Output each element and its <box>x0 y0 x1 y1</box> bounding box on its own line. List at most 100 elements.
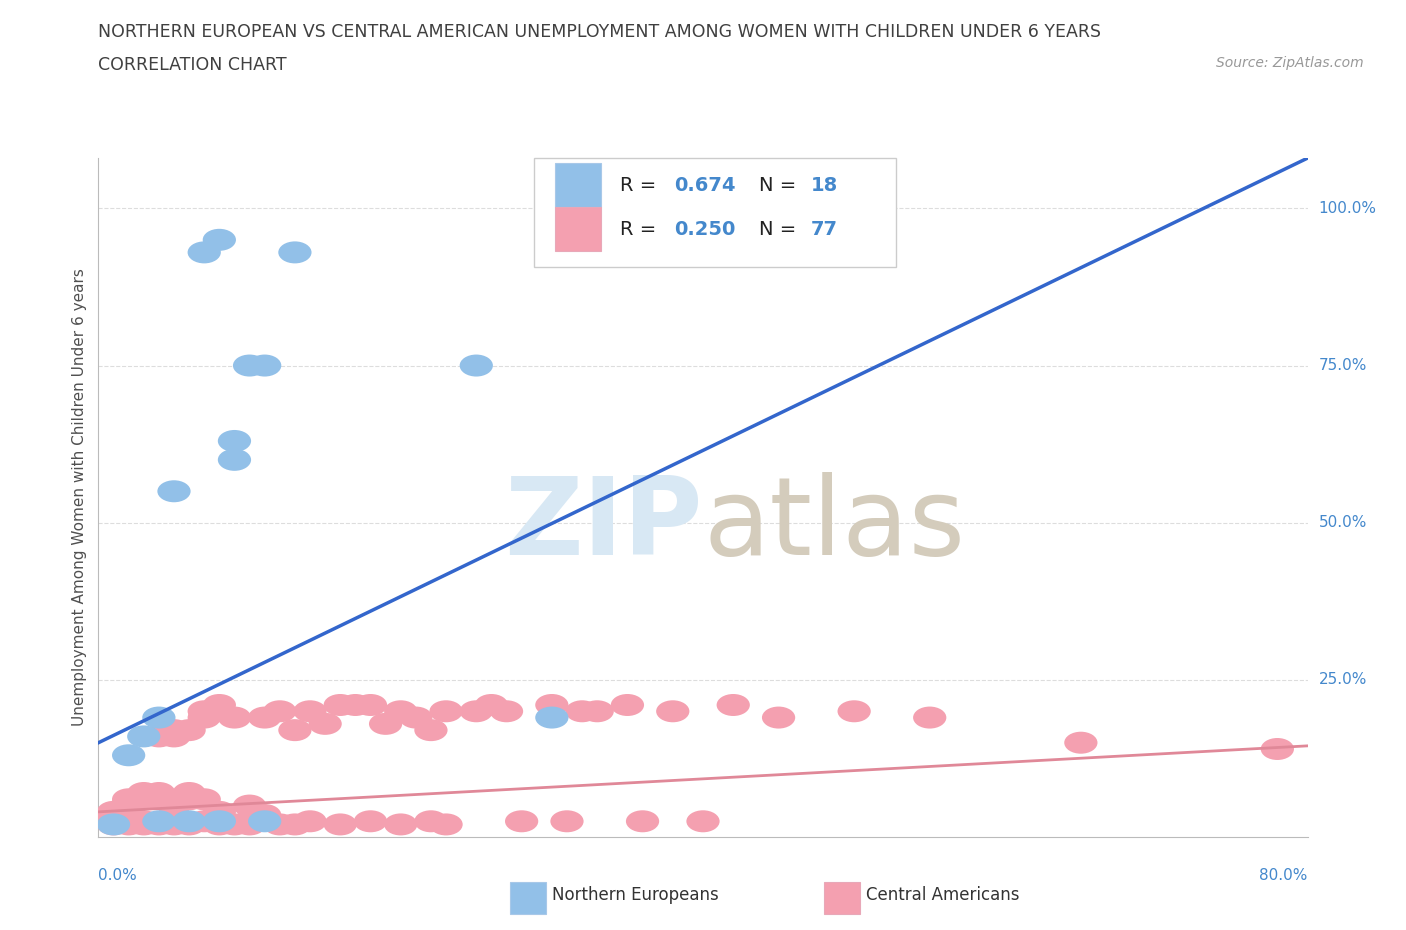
Ellipse shape <box>912 707 946 728</box>
Text: 0.674: 0.674 <box>673 176 735 194</box>
Text: R =: R = <box>620 219 662 239</box>
Ellipse shape <box>157 719 191 741</box>
Ellipse shape <box>429 814 463 835</box>
Ellipse shape <box>429 700 463 723</box>
Ellipse shape <box>187 789 221 810</box>
Ellipse shape <box>97 810 131 832</box>
Ellipse shape <box>657 700 689 723</box>
Ellipse shape <box>142 789 176 810</box>
Ellipse shape <box>187 242 221 263</box>
Ellipse shape <box>536 707 568 728</box>
Ellipse shape <box>536 694 568 716</box>
Text: ZIP: ZIP <box>505 472 703 578</box>
Ellipse shape <box>218 430 252 452</box>
Text: Northern Europeans: Northern Europeans <box>551 885 718 904</box>
Ellipse shape <box>278 719 312 741</box>
Ellipse shape <box>475 694 508 716</box>
Ellipse shape <box>717 694 749 716</box>
Ellipse shape <box>173 782 205 804</box>
Ellipse shape <box>97 814 131 835</box>
Text: 0.250: 0.250 <box>673 219 735 239</box>
Text: 18: 18 <box>811 176 838 194</box>
Ellipse shape <box>112 791 145 814</box>
Ellipse shape <box>142 814 176 835</box>
Ellipse shape <box>354 810 387 832</box>
Ellipse shape <box>489 700 523 723</box>
Ellipse shape <box>415 810 447 832</box>
Text: 25.0%: 25.0% <box>1319 672 1367 687</box>
Ellipse shape <box>157 725 191 748</box>
Ellipse shape <box>187 810 221 832</box>
Text: 75.0%: 75.0% <box>1319 358 1367 373</box>
Ellipse shape <box>762 707 796 728</box>
Ellipse shape <box>218 449 252 471</box>
Ellipse shape <box>505 810 538 832</box>
Ellipse shape <box>218 707 252 728</box>
Ellipse shape <box>263 814 297 835</box>
Ellipse shape <box>415 719 447 741</box>
Ellipse shape <box>173 814 205 835</box>
Text: 50.0%: 50.0% <box>1319 515 1367 530</box>
Ellipse shape <box>187 707 221 728</box>
Ellipse shape <box>323 694 357 716</box>
Text: R =: R = <box>620 176 662 194</box>
Ellipse shape <box>247 354 281 377</box>
Ellipse shape <box>610 694 644 716</box>
Ellipse shape <box>368 713 402 735</box>
Text: Source: ZipAtlas.com: Source: ZipAtlas.com <box>1216 56 1364 70</box>
Ellipse shape <box>278 242 312 263</box>
Ellipse shape <box>97 804 131 826</box>
Ellipse shape <box>97 801 131 823</box>
Ellipse shape <box>354 694 387 716</box>
Ellipse shape <box>384 700 418 723</box>
Ellipse shape <box>247 804 281 826</box>
Ellipse shape <box>1064 732 1098 753</box>
Ellipse shape <box>384 814 418 835</box>
Text: CORRELATION CHART: CORRELATION CHART <box>98 56 287 73</box>
Ellipse shape <box>112 744 145 766</box>
Bar <box>555 163 602 207</box>
Ellipse shape <box>460 354 494 377</box>
Ellipse shape <box>157 480 191 502</box>
Text: 0.0%: 0.0% <box>98 868 138 883</box>
Bar <box>509 883 546 913</box>
Ellipse shape <box>218 814 252 835</box>
Ellipse shape <box>233 814 266 835</box>
Ellipse shape <box>202 801 236 823</box>
Ellipse shape <box>142 810 176 832</box>
Ellipse shape <box>399 707 433 728</box>
Ellipse shape <box>173 789 205 810</box>
Text: 77: 77 <box>811 219 838 239</box>
Ellipse shape <box>173 810 205 832</box>
Ellipse shape <box>202 229 236 251</box>
Text: 100.0%: 100.0% <box>1319 201 1376 216</box>
Text: atlas: atlas <box>703 472 965 578</box>
Ellipse shape <box>157 804 191 826</box>
Ellipse shape <box>247 707 281 728</box>
Ellipse shape <box>294 810 326 832</box>
Ellipse shape <box>565 700 599 723</box>
Ellipse shape <box>127 789 160 810</box>
Ellipse shape <box>838 700 870 723</box>
Ellipse shape <box>581 700 614 723</box>
Bar <box>534 158 897 267</box>
Ellipse shape <box>202 814 236 835</box>
Ellipse shape <box>173 719 205 741</box>
Ellipse shape <box>97 814 131 835</box>
Ellipse shape <box>112 814 145 835</box>
Ellipse shape <box>626 810 659 832</box>
Ellipse shape <box>233 354 266 377</box>
Text: N =: N = <box>759 176 801 194</box>
Ellipse shape <box>1261 738 1294 760</box>
Ellipse shape <box>202 694 236 716</box>
Ellipse shape <box>263 700 297 723</box>
Ellipse shape <box>142 782 176 804</box>
Text: 80.0%: 80.0% <box>1260 868 1308 883</box>
Ellipse shape <box>323 814 357 835</box>
Ellipse shape <box>460 700 494 723</box>
Bar <box>824 883 860 913</box>
Ellipse shape <box>142 725 176 748</box>
Ellipse shape <box>202 810 236 832</box>
Text: Central Americans: Central Americans <box>866 885 1019 904</box>
Ellipse shape <box>127 782 160 804</box>
